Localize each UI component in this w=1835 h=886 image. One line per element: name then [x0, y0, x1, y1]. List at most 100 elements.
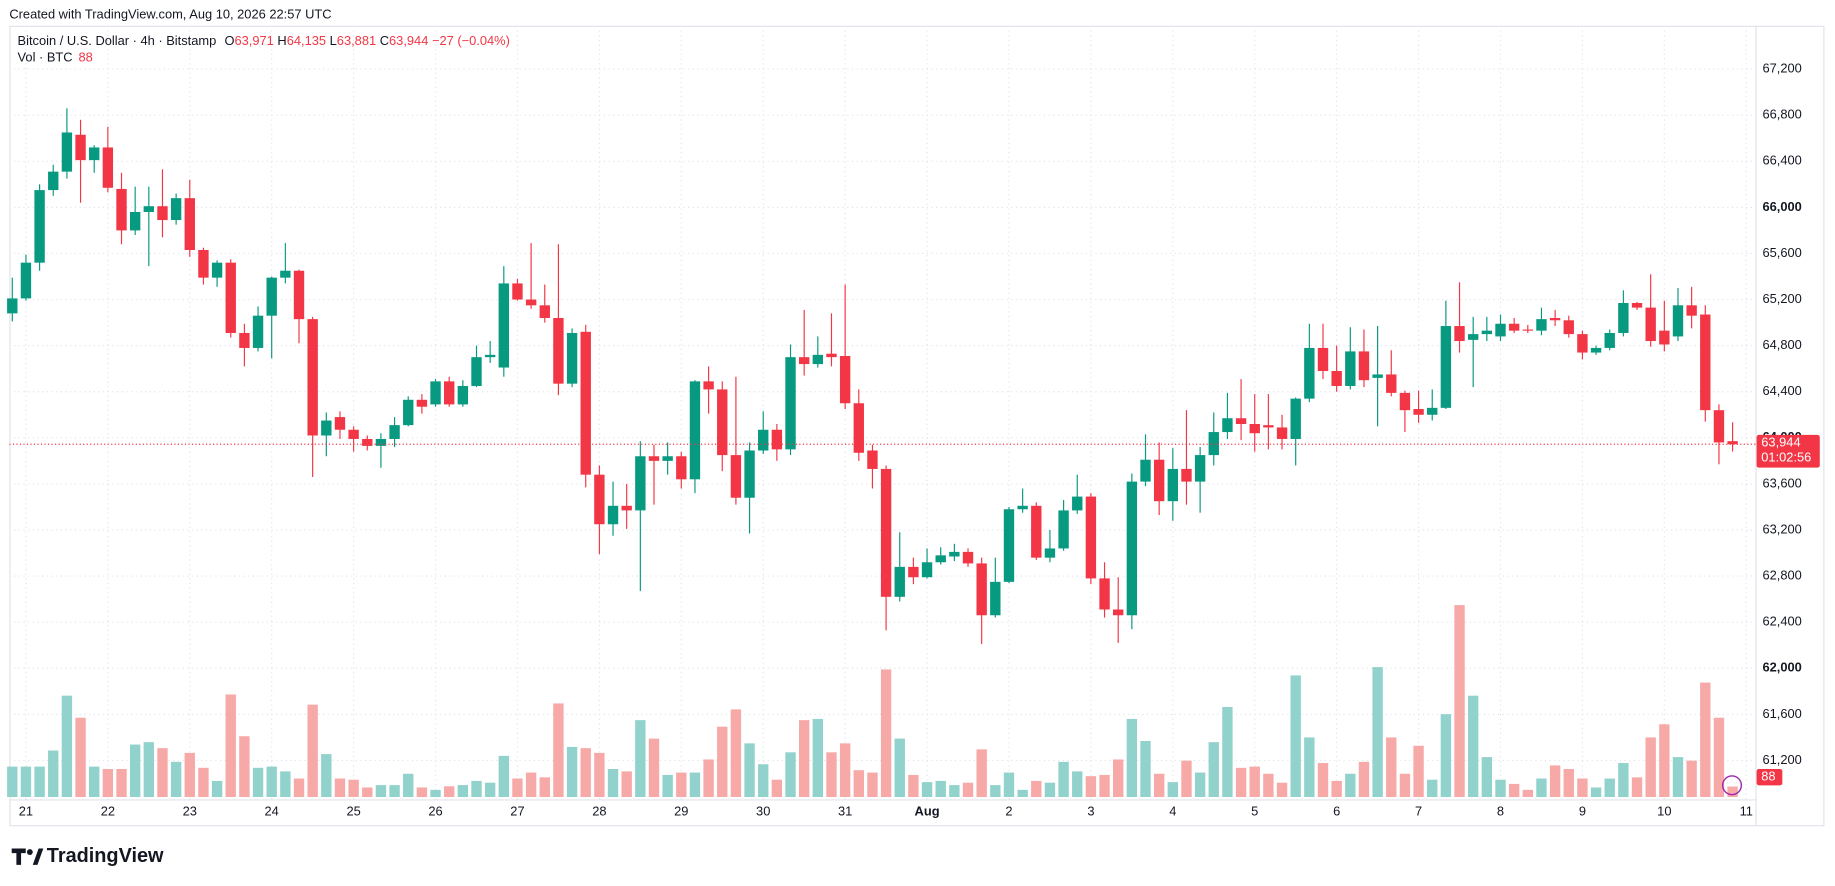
candle-body — [867, 450, 878, 469]
candle-body — [348, 429, 359, 439]
candle-body — [1672, 305, 1684, 337]
volume-bar — [744, 743, 755, 798]
candle-body — [48, 171, 59, 191]
volume-bar — [1399, 773, 1411, 798]
candle-body — [1208, 432, 1219, 456]
x-tick-label: 31 — [838, 804, 852, 819]
volume-bar — [362, 787, 373, 798]
candle-body — [239, 332, 250, 348]
candle-body — [1563, 320, 1574, 335]
candle-body — [20, 262, 32, 299]
volume-bar — [89, 766, 100, 798]
y-tick-label: 66,400 — [1762, 153, 1801, 168]
volume-bar — [1495, 779, 1506, 798]
candle-body — [1331, 370, 1342, 386]
candle-body — [1631, 303, 1643, 308]
candle-body — [430, 381, 441, 405]
volume-bar — [225, 694, 236, 798]
candle-body — [703, 381, 714, 390]
candle-body — [1508, 323, 1520, 331]
y-tick-label: 64,400 — [1762, 383, 1801, 398]
volume-bar — [1181, 760, 1192, 798]
candle-body — [293, 270, 305, 320]
candle-body — [444, 381, 455, 405]
volume-bar — [1031, 780, 1042, 798]
candle-body — [512, 283, 523, 300]
volume-bar — [1468, 695, 1479, 798]
legend-key: C — [380, 34, 389, 49]
last-price-box — [1756, 434, 1820, 468]
volume-bar — [239, 736, 250, 798]
candle-body — [1249, 423, 1260, 434]
volume-bar — [1549, 765, 1561, 798]
candle-body — [471, 357, 482, 386]
candle-body — [1645, 307, 1656, 342]
candle-body — [744, 450, 755, 498]
volume-bar — [771, 779, 783, 798]
volume-value: 88 — [79, 50, 93, 65]
volume-bar — [1072, 771, 1083, 798]
volume-bar — [1440, 714, 1452, 798]
candle-body — [389, 425, 400, 439]
volume-bar — [1563, 768, 1574, 798]
volume-bar — [1276, 782, 1288, 798]
candle-body — [225, 262, 236, 333]
candle-body — [1413, 409, 1424, 415]
volume-bar — [157, 748, 168, 798]
candle-body — [403, 399, 414, 426]
candle-body — [676, 456, 687, 480]
logo-dot — [26, 849, 33, 855]
x-tick-label: 3 — [1087, 804, 1094, 819]
logo-mark — [11, 848, 26, 865]
candle-body — [1659, 330, 1670, 345]
volume-bar — [730, 709, 742, 798]
volume-bar — [348, 779, 359, 798]
x-tick-label: 2 — [1005, 804, 1012, 819]
volume-bar — [539, 777, 550, 798]
x-tick-label: 9 — [1579, 804, 1586, 819]
y-tick-label: 64,800 — [1762, 337, 1801, 352]
volume-bar — [1686, 760, 1697, 798]
candle-body — [307, 319, 318, 436]
x-tick-label: 24 — [265, 804, 279, 819]
volume-bar — [717, 726, 728, 798]
legend-value: 64,135 — [287, 34, 326, 49]
volume-bar — [444, 786, 455, 798]
volume-bar — [580, 748, 591, 798]
candle-body — [1276, 427, 1288, 439]
volume-bar — [635, 720, 646, 798]
candle-body — [525, 299, 537, 306]
volume-bar — [1645, 737, 1656, 798]
candle-body — [1003, 509, 1015, 582]
volume-bar — [307, 704, 318, 798]
y-tick-label: 61,600 — [1762, 706, 1801, 721]
volume-bar — [1386, 737, 1397, 798]
volume-bar — [457, 785, 469, 798]
volume-bar — [662, 774, 673, 798]
candle-body — [648, 456, 660, 461]
candle-body — [457, 385, 469, 405]
volume-bar — [976, 749, 987, 798]
candle-body — [1072, 496, 1083, 511]
legend-value: 63,881 — [337, 34, 376, 49]
assistant-icon[interactable] — [1721, 775, 1743, 796]
candle-body — [949, 551, 960, 557]
candle-body — [785, 357, 796, 450]
logo: TradingView — [11, 845, 164, 867]
volume-bar — [607, 768, 619, 798]
candle-body — [1468, 334, 1479, 340]
volume-bar — [1167, 782, 1179, 798]
logo-mark — [32, 848, 44, 865]
candle-body — [252, 315, 264, 348]
candle-body — [580, 331, 591, 475]
volume-bar — [894, 738, 905, 798]
volume-bar — [525, 772, 537, 798]
volume-bar — [48, 750, 59, 798]
volume-bar — [798, 720, 810, 798]
candle-body — [1345, 351, 1356, 386]
candle-body — [1522, 329, 1533, 331]
volume-bar — [880, 669, 892, 798]
candle-body — [1167, 468, 1179, 502]
volume-bar — [689, 772, 701, 798]
